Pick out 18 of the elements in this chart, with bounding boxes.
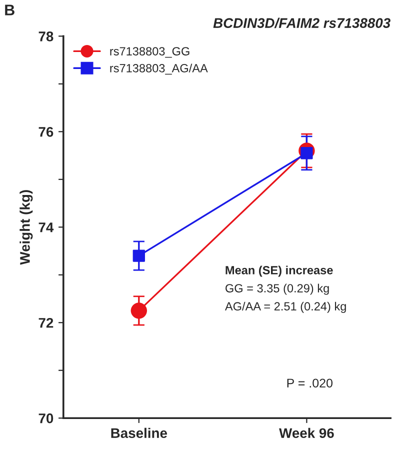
point bbox=[132, 250, 145, 262]
x-tick-label: Week 96 bbox=[279, 428, 334, 438]
annotation: GG = 3.35 (0.29) kg bbox=[226, 284, 329, 295]
y-tick-label: 70 bbox=[38, 413, 54, 424]
y-tick-label: 78 bbox=[38, 31, 54, 42]
annotation: P = .020 bbox=[287, 378, 333, 388]
legend-label: rs7138803_GG bbox=[110, 47, 190, 58]
legend-label: rs7138803_AG/AA bbox=[110, 64, 208, 75]
annotation: AG/AA = 2.51 (0.24) kg bbox=[224, 302, 346, 313]
y-axis-title: Weight (kg) bbox=[20, 190, 33, 265]
point bbox=[130, 302, 148, 319]
y-tick-label: 74 bbox=[38, 222, 54, 232]
y-tick-label: 76 bbox=[38, 126, 54, 137]
annotation: Mean (SE) increase bbox=[226, 266, 333, 277]
chart-title: BCDIN3D/FAIM2 rs7138803 bbox=[213, 18, 390, 28]
y-tick-label: 72 bbox=[38, 318, 54, 328]
text: B bbox=[5, 4, 14, 16]
x-tick-label: Baseline bbox=[111, 428, 167, 438]
